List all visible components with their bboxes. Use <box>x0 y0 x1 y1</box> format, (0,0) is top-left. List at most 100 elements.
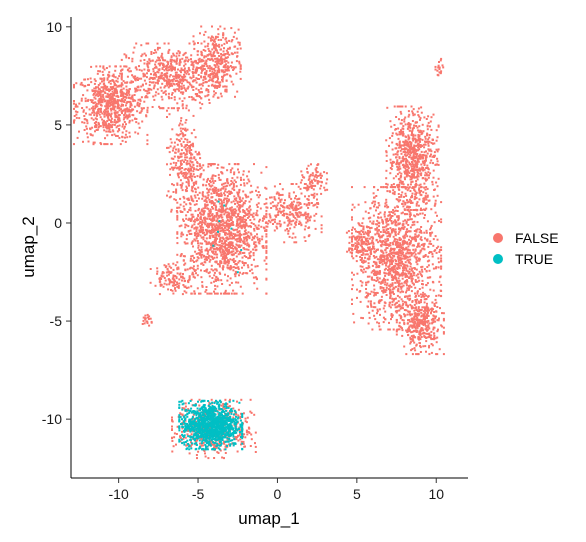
data-point-false <box>187 218 190 221</box>
data-point-false <box>224 233 227 236</box>
data-point-false <box>118 129 121 132</box>
data-point-false <box>362 271 365 274</box>
data-point-false <box>73 107 75 110</box>
data-point-false <box>408 172 411 174</box>
data-point-false <box>375 206 378 209</box>
data-point-false <box>232 266 235 269</box>
data-point-false <box>424 156 427 159</box>
data-point-false <box>416 245 419 248</box>
data-point-false <box>420 150 423 153</box>
data-point-false <box>181 211 184 213</box>
data-point-false <box>403 142 406 145</box>
data-point-false <box>175 277 178 280</box>
data-point-false <box>232 212 235 215</box>
data-point-false <box>213 243 216 246</box>
data-point-false <box>320 224 323 227</box>
data-point-false <box>168 265 171 268</box>
data-point-false <box>92 141 95 144</box>
data-point-false <box>190 132 193 135</box>
data-point-false <box>198 229 201 232</box>
data-point-false <box>232 66 235 69</box>
data-point-false <box>183 160 185 163</box>
data-point-false <box>191 175 194 178</box>
data-point-false <box>182 127 184 130</box>
data-point-false <box>425 198 428 201</box>
data-point-false <box>73 86 75 89</box>
data-point-false <box>228 251 231 254</box>
data-point-false <box>258 218 261 221</box>
data-point-false <box>220 292 222 295</box>
data-point-false <box>200 97 203 100</box>
data-point-false <box>416 221 419 224</box>
data-point-false <box>236 223 238 225</box>
data-point-false <box>422 169 425 172</box>
data-point-false <box>250 198 253 201</box>
data-point-false <box>264 229 267 232</box>
data-point-false <box>397 219 400 222</box>
data-point-false <box>294 223 297 226</box>
data-point-false <box>243 230 246 233</box>
data-point-false <box>213 40 216 43</box>
data-point-false <box>109 104 112 107</box>
data-point-false <box>151 106 154 108</box>
data-point-false <box>204 228 207 231</box>
data-point-false <box>407 135 410 138</box>
data-point-false <box>80 81 83 84</box>
data-point-false <box>427 144 430 147</box>
data-point-false <box>375 255 378 258</box>
data-point-false <box>242 247 245 249</box>
data-point-false <box>119 89 122 92</box>
data-point-false <box>325 172 328 175</box>
data-point-false <box>288 207 291 210</box>
data-point-false <box>265 233 268 236</box>
data-point-false <box>426 178 429 181</box>
data-point-false <box>206 196 209 199</box>
data-point-false <box>414 137 417 140</box>
data-point-false <box>88 113 91 116</box>
data-point-false <box>399 291 402 294</box>
data-point-false <box>226 201 229 204</box>
data-point-false <box>408 113 411 116</box>
data-point-false <box>108 90 111 93</box>
data-point-false <box>230 267 232 270</box>
data-point-false <box>226 264 229 267</box>
data-point-false <box>290 201 293 204</box>
data-point-false <box>172 292 175 295</box>
data-point-false <box>264 186 267 189</box>
data-point-false <box>236 240 239 243</box>
data-point-false <box>229 217 232 220</box>
data-point-false <box>420 130 423 133</box>
data-point-false <box>222 182 225 185</box>
data-point-false <box>416 228 419 231</box>
data-point-false <box>223 213 226 216</box>
data-point-false <box>110 119 112 122</box>
data-point-false <box>232 253 235 256</box>
data-point-false <box>130 104 133 107</box>
data-point-false <box>123 116 126 119</box>
data-point-false <box>183 168 186 171</box>
data-point-false <box>161 58 164 61</box>
data-point-false <box>208 69 211 72</box>
data-point-false <box>200 213 203 216</box>
data-point-false <box>181 100 184 103</box>
data-point-false <box>226 207 229 210</box>
data-point-false <box>417 160 420 163</box>
data-point-false <box>172 276 175 279</box>
data-point-false <box>250 221 253 224</box>
data-point-false <box>224 229 227 232</box>
data-point-false <box>289 205 292 208</box>
data-point-false <box>221 76 224 79</box>
data-point-false <box>249 250 252 253</box>
data-point-false <box>163 277 166 279</box>
data-point-false <box>224 211 227 214</box>
data-point-false <box>174 264 177 267</box>
data-point-false <box>202 59 205 62</box>
data-point-false <box>234 163 237 166</box>
data-point-false <box>226 224 229 227</box>
data-point-false <box>257 202 260 205</box>
data-point-false <box>192 80 195 83</box>
data-point-false <box>169 83 171 86</box>
data-point-false <box>177 150 180 153</box>
data-point-false <box>197 257 200 260</box>
data-point-false <box>181 132 184 135</box>
